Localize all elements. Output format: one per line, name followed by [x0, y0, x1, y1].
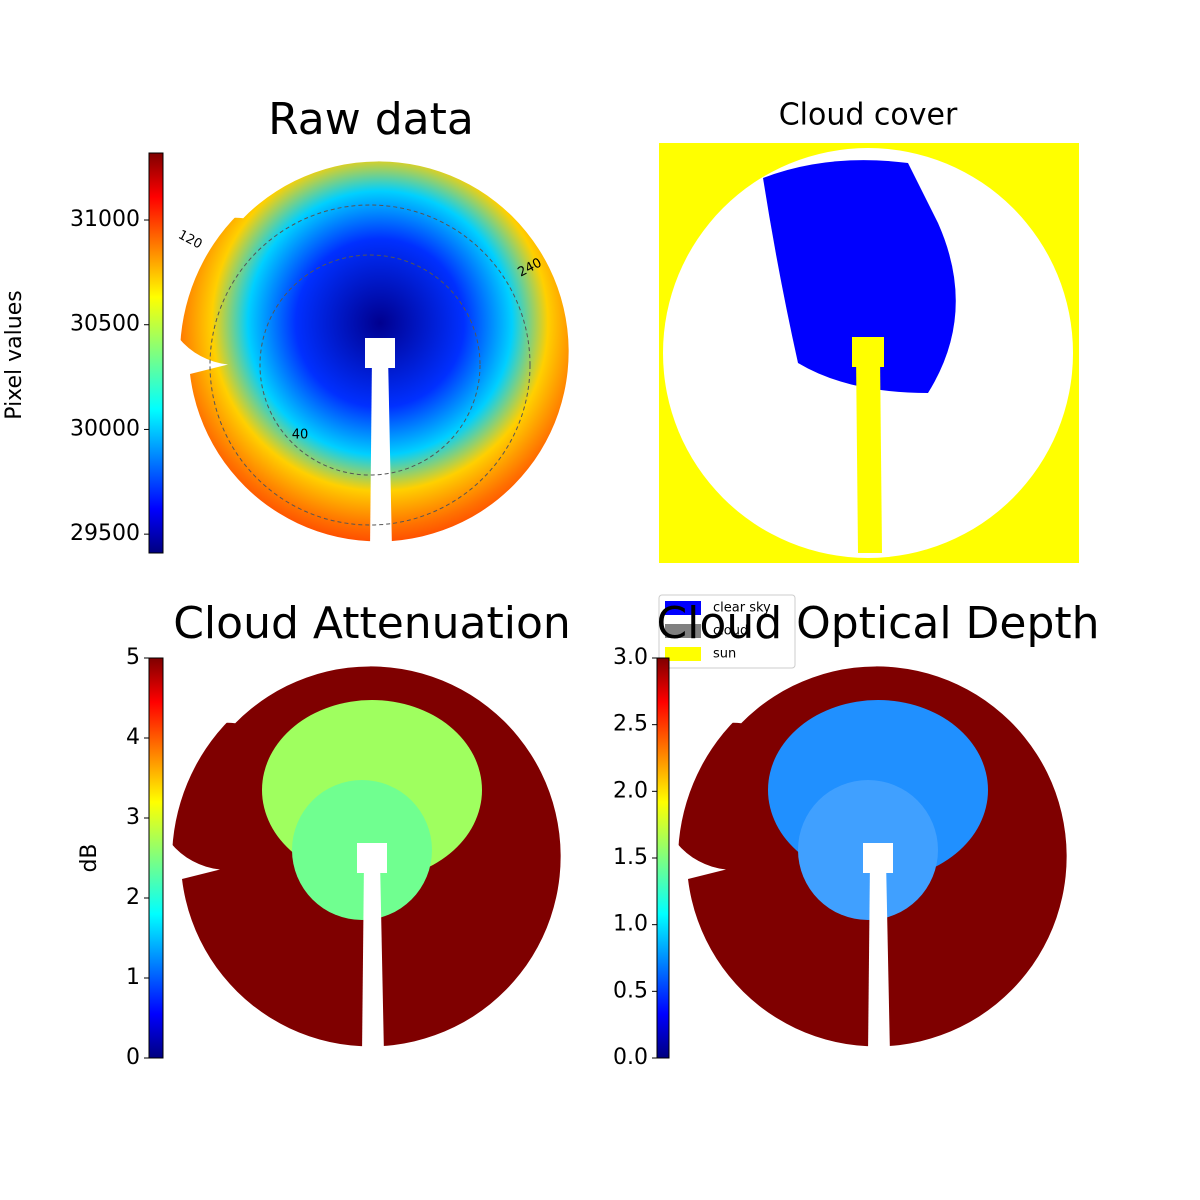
colorbar-tick-label: 3.0: [613, 645, 648, 670]
legend-swatch: [665, 647, 701, 661]
legend-label: sun: [713, 647, 736, 662]
panel: [678, 666, 1067, 1055]
colorbar-tick-label: 0.5: [613, 978, 648, 1003]
zenith-ring: [259, 254, 481, 476]
colorbar-tick-label: 3: [126, 805, 140, 830]
panel-title: Cloud cover: [779, 98, 958, 133]
panel: [659, 143, 1079, 563]
mask-wedge: [362, 860, 384, 1055]
colorbar-tick-label: 4: [126, 725, 140, 750]
colorbar-label: Pixel values: [2, 290, 27, 419]
colorbar-tick-label: 2.0: [613, 778, 648, 803]
mask-wedge: [868, 860, 890, 1055]
colorbar-label: dB: [77, 843, 102, 872]
colorbar-tick-label: 1.5: [613, 845, 648, 870]
colorbar-tick-label: 31000: [70, 207, 140, 232]
colorbar-tick-label: 30500: [70, 312, 140, 337]
sun-box: [852, 337, 884, 367]
legend-swatch: [665, 601, 701, 615]
colorbar: [148, 657, 164, 1059]
legend-swatch: [665, 624, 701, 638]
colorbar-tick-label: 30000: [70, 416, 140, 441]
colorbar-tick-label: 29500: [70, 521, 140, 546]
colorbar: [656, 657, 670, 1059]
colorbar-tick-label: 0: [126, 1045, 140, 1070]
legend-label: clear sky: [713, 601, 771, 616]
angle-label: 120: [176, 228, 205, 253]
colorbar-tick-label: 0.0: [613, 1045, 648, 1070]
colorbar-tick-label: 2: [126, 885, 140, 910]
panel-title: Cloud Attenuation: [173, 598, 571, 649]
clear-sky: [763, 160, 956, 393]
legend-label: cloud: [713, 624, 748, 639]
mask-wedge: [370, 355, 392, 550]
colorbar-tick-label: 1: [126, 965, 140, 990]
colorbar-tick-label: 5: [126, 645, 140, 670]
zenith-ring: [209, 204, 531, 526]
panel: [172, 666, 561, 1055]
colorbar-tick-label: 1.0: [613, 912, 648, 937]
panel-title: Raw data: [268, 94, 474, 145]
panel-title: Cloud Optical Depth: [656, 598, 1099, 649]
angle-label: 40: [292, 428, 309, 443]
colorbar: [148, 152, 164, 554]
sun-wedge: [856, 353, 882, 553]
colorbar-tick-label: 2.5: [613, 712, 648, 737]
